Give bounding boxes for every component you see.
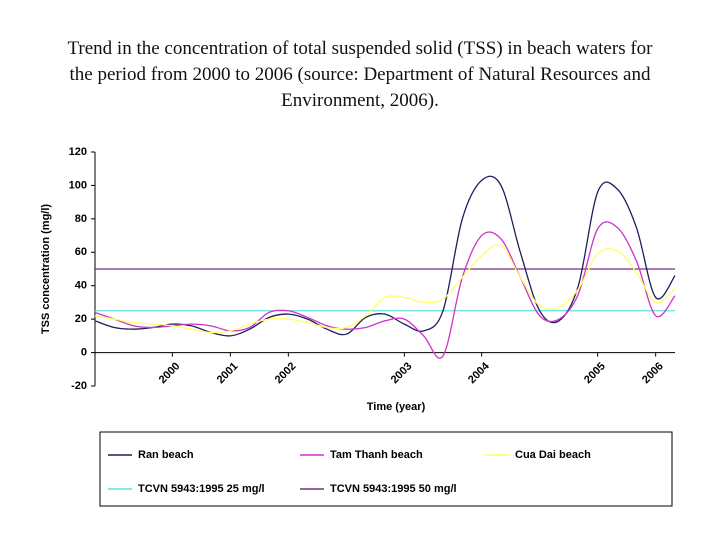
y-tick-label: 100 bbox=[69, 179, 87, 191]
y-tick-label: 0 bbox=[81, 346, 87, 358]
x-tick-label: 2001 bbox=[215, 360, 241, 386]
x-tick-label: 2003 bbox=[389, 360, 415, 386]
legend-label: Tam Thanh beach bbox=[330, 449, 423, 461]
legend-label: Ran beach bbox=[138, 449, 194, 461]
y-tick-label: 40 bbox=[75, 280, 87, 292]
y-tick-label: 60 bbox=[75, 246, 87, 258]
legend-label: TCVN 5943:1995 50 mg/l bbox=[330, 483, 457, 495]
legend-box bbox=[99, 431, 673, 507]
x-tick-label: 2005 bbox=[582, 360, 608, 386]
series-line bbox=[94, 175, 676, 337]
series-line bbox=[94, 221, 676, 359]
y-tick-label: 20 bbox=[75, 313, 87, 325]
y-tick-label: 120 bbox=[69, 146, 87, 158]
legend-label: Cua Dai beach bbox=[515, 449, 591, 461]
chart-title: Trend in the concentration of total susp… bbox=[67, 38, 653, 111]
y-tick-label: 80 bbox=[75, 213, 87, 225]
y-tick-label: -20 bbox=[71, 380, 87, 392]
legend-label: TCVN 5943:1995 25 mg/l bbox=[138, 483, 265, 495]
x-axis-label: Time (year) bbox=[367, 401, 426, 413]
x-tick-label: 2004 bbox=[466, 360, 492, 386]
series-line bbox=[94, 244, 676, 334]
x-tick-label: 2000 bbox=[157, 360, 183, 386]
y-axis-label: TSS concentration (mg/l) bbox=[40, 204, 52, 335]
x-tick-label: 2002 bbox=[273, 360, 299, 386]
x-tick-label: 2006 bbox=[640, 360, 666, 386]
